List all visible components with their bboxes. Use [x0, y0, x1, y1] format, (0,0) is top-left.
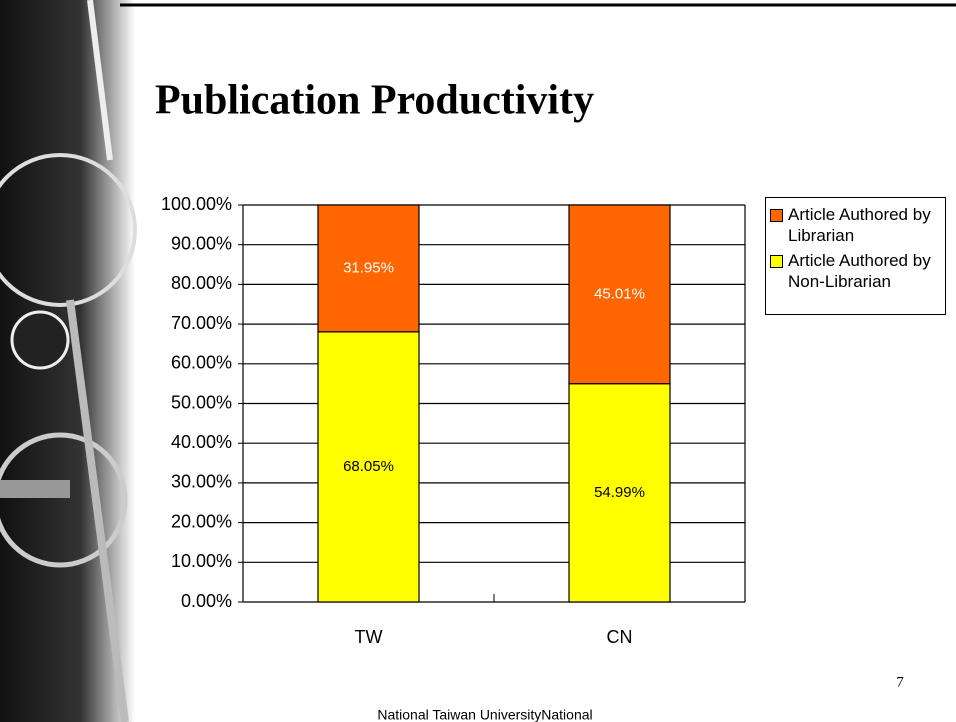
- y-tick-label: 100.00%: [161, 194, 232, 214]
- x-tick-label: TW: [355, 627, 383, 647]
- x-tick-label: CN: [607, 627, 633, 647]
- y-tick-label: 10.00%: [171, 551, 232, 571]
- legend: Article Authored by Librarian Article Aut…: [765, 197, 946, 315]
- data-label: 68.05%: [343, 458, 394, 475]
- data-label: 31.95%: [343, 259, 394, 276]
- legend-item: Article Authored by Librarian: [770, 204, 941, 246]
- y-tick-label: 90.00%: [171, 233, 232, 253]
- legend-swatch: [770, 209, 783, 222]
- decoration: [0, 0, 137, 722]
- legend-label: Article Authored by Non-Librarian: [788, 251, 931, 291]
- y-tick-label: 80.00%: [171, 273, 232, 293]
- y-tick-label: 70.00%: [171, 313, 232, 333]
- y-tick-label: 60.00%: [171, 353, 232, 373]
- bar-segment: [568, 383, 671, 603]
- y-tick-label: 40.00%: [171, 432, 232, 452]
- bar-segment: [317, 204, 420, 333]
- y-tick-label: 50.00%: [171, 392, 232, 412]
- y-tick-label: 20.00%: [171, 511, 232, 531]
- legend-swatch: [770, 255, 783, 268]
- page-number: 7: [896, 674, 904, 690]
- data-label: 54.99%: [594, 484, 645, 501]
- y-tick-label: 30.00%: [171, 472, 232, 492]
- bar-segment: [568, 204, 671, 385]
- legend-label: Article Authored by Librarian: [788, 205, 931, 245]
- data-label: 45.01%: [594, 285, 645, 302]
- footer: National Taiwan UniversityNational: [377, 707, 592, 722]
- y-tick-label: 0.00%: [181, 591, 232, 611]
- bar-segment: [317, 331, 420, 603]
- legend-item: Article Authored by Non-Librarian: [770, 250, 941, 292]
- chart-title: Publication Productivity: [155, 78, 594, 124]
